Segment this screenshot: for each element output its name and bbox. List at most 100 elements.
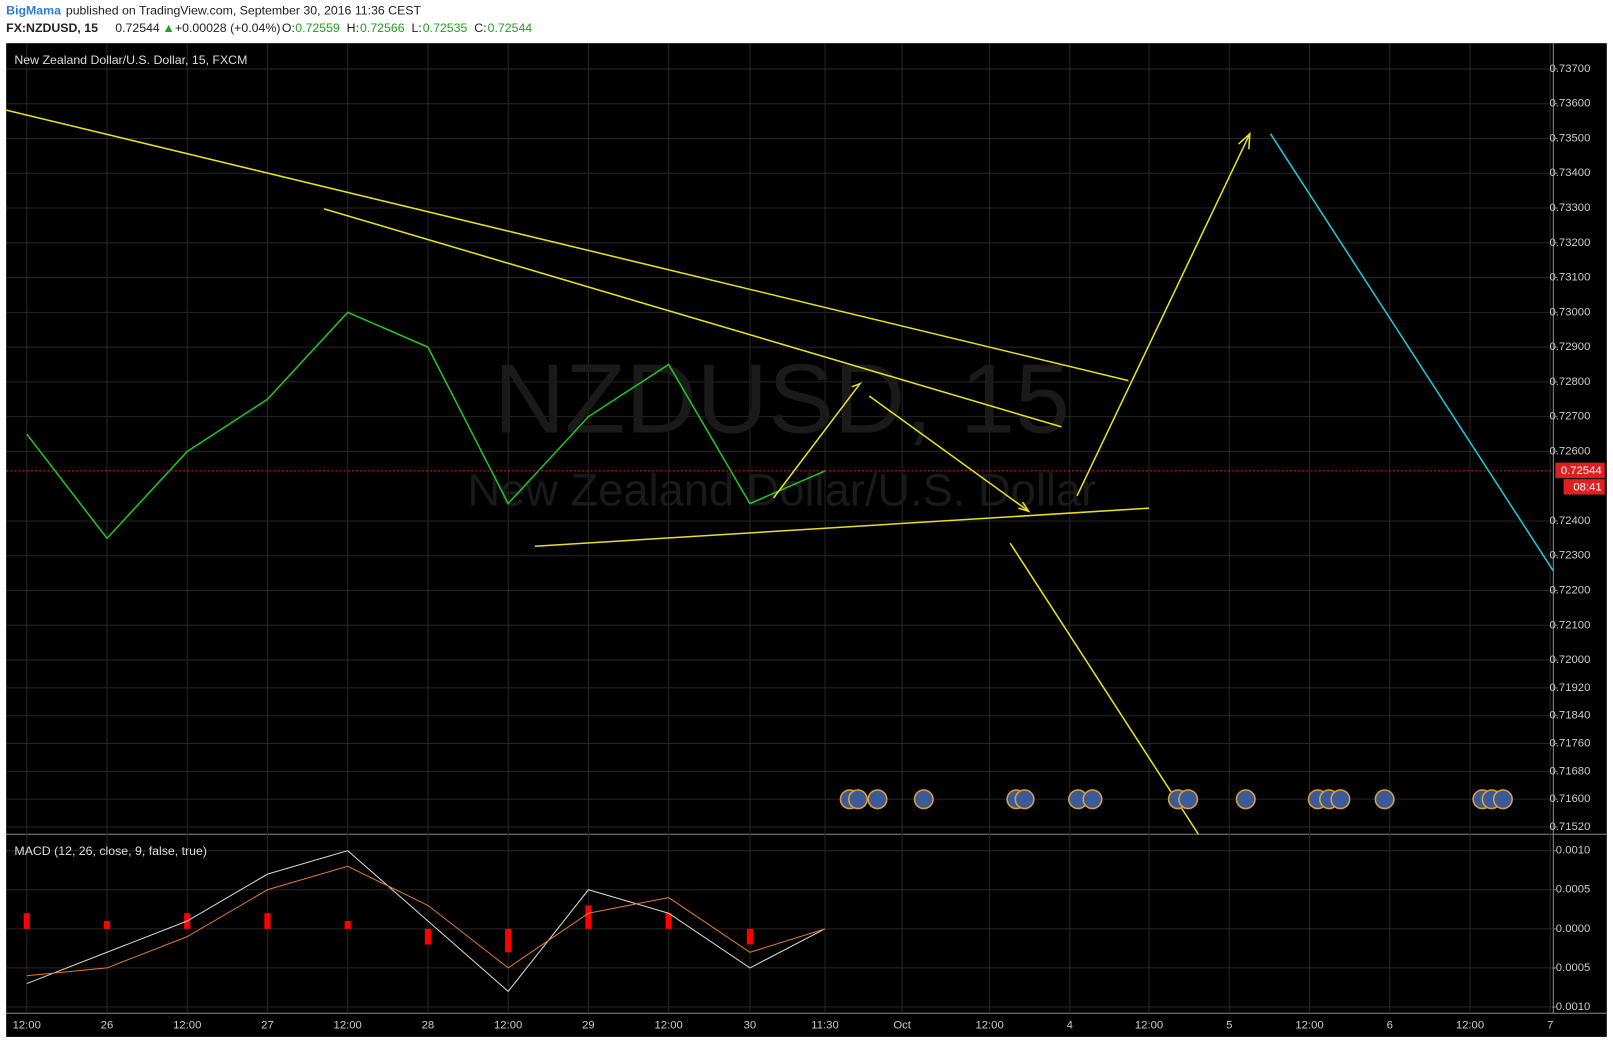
event-flag[interactable] <box>1235 789 1256 810</box>
x-tick-label: Oct <box>893 1020 911 1032</box>
histogram-bar <box>23 913 30 929</box>
x-tick-label: 12:00 <box>975 1020 1003 1032</box>
y-tick-label: 0.73300 <box>1550 202 1591 214</box>
y-tick-label: -0.0005 <box>1552 962 1590 974</box>
projection-line <box>1269 133 1554 572</box>
l-label: L: <box>411 21 421 35</box>
y-tick-label: 0.71600 <box>1550 793 1591 805</box>
o: 0.72559 <box>295 21 340 35</box>
y-tick-label: 0.72100 <box>1550 619 1591 631</box>
histogram-bar <box>505 928 512 953</box>
histogram-bar <box>585 905 592 929</box>
arrow: ▲ <box>163 21 175 35</box>
event-flag[interactable] <box>847 789 868 810</box>
x-tick-label: 12:00 <box>1456 1020 1484 1032</box>
y-tick-label: 0.72800 <box>1550 376 1591 388</box>
change: +0.00028 (+0.04%) <box>175 21 281 35</box>
arrow <box>1076 133 1251 497</box>
y-tick-label: 0.73200 <box>1550 237 1591 249</box>
event-flags <box>839 789 1513 810</box>
y-tick-label: 0.72900 <box>1550 341 1591 353</box>
price-line <box>26 311 826 540</box>
projection-line <box>1009 542 1200 835</box>
y-tick-label: 0.71520 <box>1550 821 1591 833</box>
histogram-bar <box>264 913 271 929</box>
drawings <box>6 109 1554 835</box>
l: 0.72535 <box>423 21 468 35</box>
y-tick-label: 0.72400 <box>1550 515 1591 527</box>
event-flag[interactable] <box>1374 789 1395 810</box>
y-tick-label: 0.73600 <box>1550 98 1591 110</box>
event-flag[interactable] <box>1178 789 1199 810</box>
trend-line <box>6 109 1129 382</box>
y-tick-label: 0.73500 <box>1550 132 1591 144</box>
y-tick-label: 0.73000 <box>1550 306 1591 318</box>
y-tick-label: 0.0005 <box>1556 884 1591 896</box>
event-flag[interactable] <box>1492 789 1513 810</box>
x-tick-label: 26 <box>101 1020 114 1032</box>
watermark-symbol: NZDUSD, 15 <box>494 343 1070 453</box>
y-tick-label: 0.73700 <box>1550 63 1591 75</box>
macd-line <box>26 865 826 977</box>
published: published on TradingView.com, September … <box>66 4 422 18</box>
h-label: H: <box>347 21 359 35</box>
event-flag[interactable] <box>1330 789 1351 810</box>
trend-line <box>534 507 1150 548</box>
c: 0.72544 <box>488 21 533 35</box>
author[interactable]: BigMama <box>6 4 61 18</box>
c-label: C: <box>474 21 486 35</box>
y-tick-label: 0.72200 <box>1550 585 1591 597</box>
arrow <box>868 395 1030 512</box>
y-tick-label: 0.71920 <box>1550 682 1591 694</box>
event-flag[interactable] <box>867 789 888 810</box>
y-tick-label: 0.71760 <box>1550 738 1591 750</box>
x-tick-label: 12:00 <box>173 1020 201 1032</box>
x-tick-label: 4 <box>1067 1020 1073 1032</box>
y-tick-label: 0.0000 <box>1556 923 1591 935</box>
marks <box>6 311 1554 993</box>
o-label: O: <box>282 21 295 35</box>
symbol: FX:NZDUSD, 15 <box>6 21 98 35</box>
chart-area <box>6 43 1607 1037</box>
last-price-box <box>1555 462 1605 479</box>
histogram-bar <box>103 921 111 929</box>
x-tick-label: 30 <box>744 1020 757 1032</box>
event-flag[interactable] <box>913 789 934 810</box>
x-tick-label: 12:00 <box>1295 1020 1323 1032</box>
x-tick-label: 28 <box>422 1020 435 1032</box>
y-tick-label: -0.0010 <box>1552 1001 1590 1013</box>
y-tick-label: 0.0010 <box>1556 845 1591 857</box>
event-flag[interactable] <box>1082 789 1103 810</box>
x-tick-label: 12:00 <box>334 1020 362 1032</box>
macd-title: MACD (12, 26, close, 9, false, true) <box>14 844 207 858</box>
countdown-box <box>1563 479 1605 495</box>
y-tick-label: 0.73100 <box>1550 272 1591 284</box>
x-tick-label: 11:30 <box>811 1020 838 1032</box>
histogram-bar <box>344 921 351 929</box>
y-tick-label: 0.72000 <box>1550 654 1591 666</box>
macd-line <box>26 850 826 993</box>
x-tick-label: 12:00 <box>1135 1020 1163 1032</box>
x-tick-label: 6 <box>1387 1020 1393 1032</box>
last-price-label: 0.72544 <box>1561 465 1602 477</box>
histogram-bar <box>424 928 432 945</box>
x-tick-label: 27 <box>261 1020 274 1032</box>
y-tick-label: 0.72600 <box>1550 445 1591 457</box>
y-tick-label: 0.73400 <box>1550 167 1591 179</box>
last: 0.72544 <box>115 21 160 35</box>
x-tick-label: 5 <box>1226 1020 1232 1032</box>
chart-title: New Zealand Dollar/U.S. Dollar, 15, FXCM <box>14 53 247 67</box>
y-tick-label: 0.71840 <box>1550 710 1591 722</box>
event-flag[interactable] <box>1014 789 1035 810</box>
h: 0.72566 <box>360 21 405 35</box>
x-tick-label: 29 <box>582 1020 595 1032</box>
y-tick-label: 0.72300 <box>1550 550 1591 562</box>
trend-line <box>323 208 1062 428</box>
histogram-bar <box>665 913 672 929</box>
x-tick-label: 7 <box>1547 1020 1553 1032</box>
arrow-head <box>1238 131 1251 150</box>
countdown: 08:41 <box>1573 481 1601 493</box>
arrow-head <box>1018 501 1031 513</box>
x-tick-label: 12:00 <box>494 1020 522 1032</box>
